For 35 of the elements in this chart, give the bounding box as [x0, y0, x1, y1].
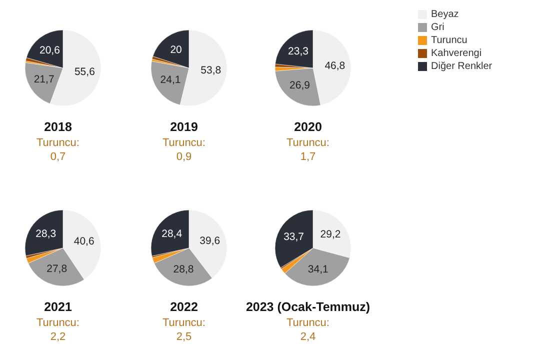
legend-label: Turuncu — [431, 35, 468, 46]
data-label: 23,3 — [288, 46, 309, 58]
text: Turuncu: 2,4 — [285, 316, 330, 344]
text: 2022 — [170, 300, 198, 314]
data-label: 21,7 — [34, 73, 54, 86]
text: 2019 — [169, 120, 199, 134]
data-label: 33,7 — [284, 231, 304, 244]
text: Turuncu: 2,2 — [35, 316, 80, 344]
legend-label: Diğer Renkler — [431, 61, 492, 72]
text: 2018 — [43, 120, 73, 134]
legend-label: Beyaz — [431, 9, 459, 20]
text: Turuncu: 1,7 — [285, 136, 330, 164]
data-label: 27,8 — [46, 263, 68, 276]
text: 2023 (Ocak-Temmuz) — [244, 300, 372, 314]
data-label: 20 — [170, 44, 182, 56]
data-label: 46,8 — [324, 60, 346, 72]
data-label: 40,6 — [74, 236, 94, 248]
text: Turuncu: 0,9 — [161, 136, 206, 164]
data-label: 28,4 — [162, 228, 182, 240]
data-label: 28,3 — [36, 228, 56, 240]
legend-label: Gri — [431, 22, 444, 33]
data-label: 29,2 — [320, 228, 341, 241]
legend-label: Kahverengi — [431, 48, 482, 59]
data-label: 34,1 — [308, 263, 329, 276]
text: 2021 — [43, 300, 73, 314]
text: Turuncu: 2,5 — [161, 316, 206, 344]
data-label: 55,6 — [74, 66, 96, 78]
data-label: 53,8 — [200, 64, 222, 77]
text: Turuncu: 0,7 — [35, 136, 80, 164]
data-label: 39,6 — [200, 234, 220, 247]
data-label: 26,9 — [290, 80, 310, 92]
data-label: 24,1 — [160, 74, 181, 86]
data-label: 20,6 — [39, 44, 60, 56]
text: 2020 — [293, 120, 323, 134]
data-label: 28,8 — [173, 263, 194, 276]
